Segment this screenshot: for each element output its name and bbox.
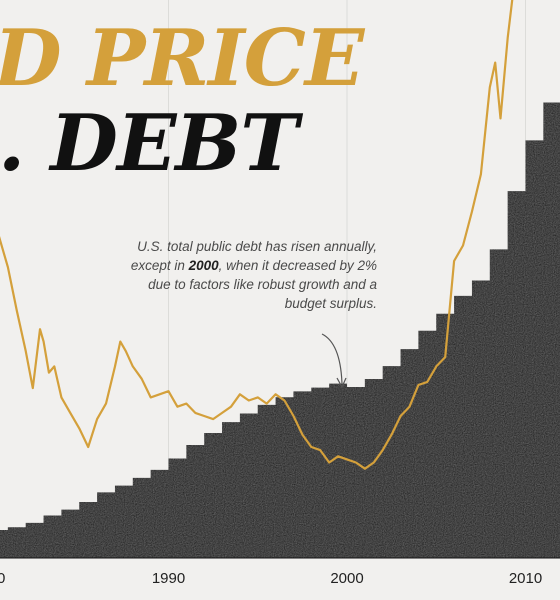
debt-area-series	[0, 102, 560, 558]
title-debt: . DEBT	[0, 98, 298, 189]
x-tick-label-2010: 2010	[508, 570, 543, 587]
annotation-arrow	[321, 333, 347, 389]
x-tick-label-2000: 2000	[330, 570, 364, 587]
title-gold-price: D PRICE	[0, 13, 364, 104]
annotation-highlight-year: 2000	[188, 257, 219, 273]
annotation-text-after: , when it decreased by 2% due to factors…	[148, 257, 377, 311]
annotation-text: U.S. total public debt has risen annuall…	[112, 238, 377, 314]
x-tick-label-1990: 1990	[151, 570, 186, 587]
gold-price-line-series	[0, 0, 514, 470]
annotation-text-before: U.S. total public debt has risen annuall…	[130, 239, 377, 273]
x-tick-label-0: 0	[0, 570, 6, 587]
